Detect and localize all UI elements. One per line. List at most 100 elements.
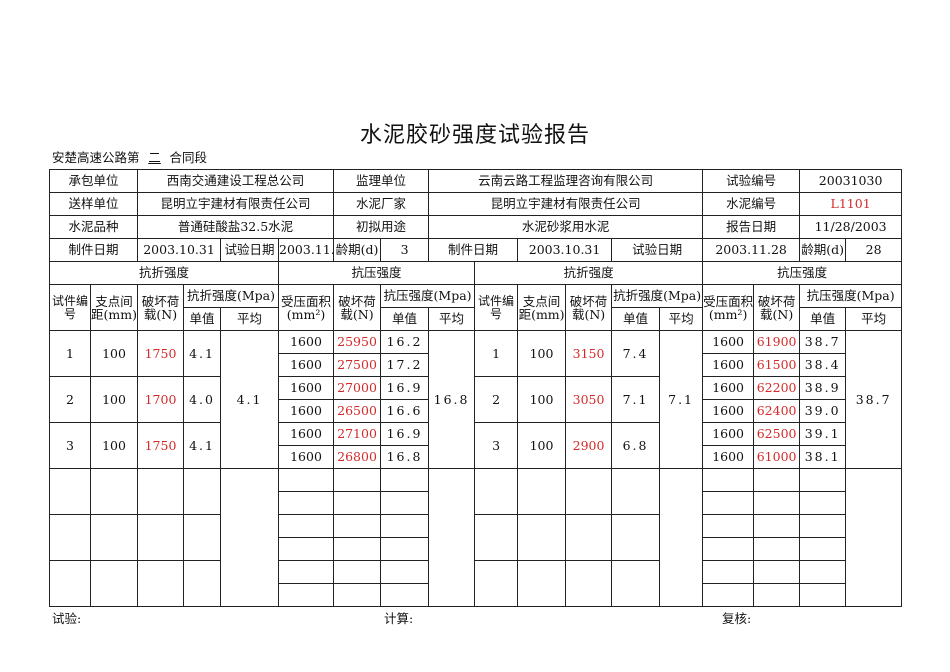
right-empty-cell bbox=[517, 514, 567, 561]
left-empty-cell bbox=[137, 468, 185, 515]
right-comp-average: 38.7 bbox=[845, 330, 903, 469]
left-empty-cell bbox=[49, 560, 91, 607]
data-row: 1600 27500 17.2 1600 61500 38.4 bbox=[50, 353, 902, 377]
left-span: 100 bbox=[89, 330, 139, 377]
right-make-date-label: 制件日期 bbox=[428, 238, 519, 262]
manufacturer-label: 水泥厂家 bbox=[333, 192, 430, 216]
left-comp-load: 27500 bbox=[333, 353, 382, 377]
test-no-value: 20031030 bbox=[799, 169, 903, 193]
left-empty-cell bbox=[183, 468, 222, 515]
right-comp-load: 61900 bbox=[753, 330, 801, 354]
right-empty-cell bbox=[611, 468, 661, 515]
left-empty-cell bbox=[380, 491, 430, 515]
left-flexural-header: 抗折强度 bbox=[48, 261, 280, 285]
info-row: 送样单位 昆明立宇建材有限责任公司 水泥厂家 昆明立宇建材有限责任公司 水泥编号… bbox=[48, 192, 903, 216]
left-empty-cell bbox=[49, 468, 91, 515]
sender-value: 昆明立宇建材有限责任公司 bbox=[137, 192, 335, 216]
right-flex-average: 7.1 bbox=[659, 330, 704, 469]
right-empty-cell bbox=[474, 514, 519, 561]
contract-section: 安楚高速公路第二合同段 bbox=[52, 147, 207, 166]
span-header: 支点间距(mm) bbox=[517, 284, 567, 331]
right-failure-load: 2900 bbox=[565, 422, 613, 469]
comp-strength-header: 抗压强度(Mpa) bbox=[799, 284, 903, 308]
tester-label: 试验: bbox=[52, 611, 82, 626]
left-comp-area: 1600 bbox=[278, 330, 335, 354]
section-prefix: 安楚高速公路第 bbox=[52, 150, 140, 165]
section-suffix: 合同段 bbox=[169, 150, 208, 165]
empty-row bbox=[50, 491, 902, 515]
left-empty-cell bbox=[89, 514, 139, 561]
left-empty-cell bbox=[278, 583, 335, 607]
single-header: 单值 bbox=[183, 307, 222, 331]
right-empty-cell bbox=[517, 468, 567, 515]
right-comp-area: 1600 bbox=[702, 376, 755, 400]
right-empty-cell bbox=[565, 468, 613, 515]
left-flex-value: 4.1 bbox=[183, 422, 222, 469]
sender-label: 送样单位 bbox=[48, 192, 139, 216]
right-comp-load: 62500 bbox=[753, 422, 801, 446]
left-flex-value: 4.1 bbox=[183, 330, 222, 377]
left-comp-value: 16.2 bbox=[380, 330, 430, 354]
left-comp-value: 16.8 bbox=[380, 445, 430, 469]
supervisor-label: 监理单位 bbox=[333, 169, 430, 193]
left-empty-cell bbox=[380, 560, 430, 584]
right-empty-cell bbox=[753, 583, 801, 607]
left-empty-cell bbox=[89, 468, 139, 515]
right-comp-load: 62400 bbox=[753, 399, 801, 423]
single-header: 单值 bbox=[380, 307, 430, 331]
left-empty-cell bbox=[278, 560, 335, 584]
cement-no-label: 水泥编号 bbox=[702, 192, 801, 216]
cement-no-value: L1101 bbox=[799, 192, 903, 216]
span-header: 支点间距(mm) bbox=[89, 284, 139, 331]
right-comp-load: 61000 bbox=[753, 445, 801, 469]
left-comp-area: 1600 bbox=[278, 445, 335, 469]
right-comp-value: 39.0 bbox=[799, 399, 847, 423]
data-row: 1600 26800 16.8 1600 61000 38.1 bbox=[50, 445, 902, 469]
supervisor-value: 云南云路工程监理咨询有限公司 bbox=[428, 169, 704, 193]
dates-row: 制件日期 2003.10.31 试验日期 2003.11.3 龄期(d) 3 制… bbox=[48, 238, 903, 262]
left-empty-cell bbox=[220, 468, 280, 607]
average-header: 平均 bbox=[428, 307, 476, 331]
section-number: 二 bbox=[148, 150, 161, 165]
right-empty-cell bbox=[753, 514, 801, 538]
average-header: 平均 bbox=[659, 307, 704, 331]
right-empty-cell bbox=[799, 468, 847, 492]
right-comp-area: 1600 bbox=[702, 422, 755, 446]
left-comp-load: 25950 bbox=[333, 330, 382, 354]
right-empty-cell bbox=[565, 560, 613, 607]
left-span: 100 bbox=[89, 376, 139, 423]
right-span: 100 bbox=[517, 330, 567, 377]
right-specimen-no: 3 bbox=[474, 422, 519, 469]
right-comp-load: 62200 bbox=[753, 376, 801, 400]
left-empty-cell bbox=[333, 468, 382, 492]
right-span: 100 bbox=[517, 422, 567, 469]
right-empty-cell bbox=[799, 537, 847, 561]
right-span: 100 bbox=[517, 376, 567, 423]
right-empty-cell bbox=[474, 468, 519, 515]
right-empty-cell bbox=[611, 560, 661, 607]
left-empty-cell bbox=[137, 560, 185, 607]
failure-load-header: 破坏荷载(N) bbox=[565, 284, 613, 331]
left-specimen-no: 3 bbox=[49, 422, 91, 469]
contractor-label: 承包单位 bbox=[48, 169, 139, 193]
left-empty-cell bbox=[183, 560, 222, 607]
left-empty-cell bbox=[380, 514, 430, 538]
left-empty-cell bbox=[333, 583, 382, 607]
column-subheader-row: 单值 平均 单值 平均 单值 平均 单值 平均 bbox=[50, 307, 903, 331]
info-row: 承包单位 西南交通建设工程总公司 监理单位 云南云路工程监理咨询有限公司 试验编… bbox=[48, 169, 903, 193]
right-empty-cell bbox=[611, 514, 661, 561]
test-no-label: 试验编号 bbox=[702, 169, 801, 193]
flex-strength-header: 抗折强度(Mpa) bbox=[183, 284, 280, 308]
left-comp-load: 27000 bbox=[333, 376, 382, 400]
info-row: 水泥品种 普通硅酸盐32.5水泥 初拟用途 水泥砂浆用水泥 报告日期 11/28… bbox=[48, 215, 903, 239]
right-empty-cell bbox=[702, 468, 755, 492]
right-comp-value: 38.1 bbox=[799, 445, 847, 469]
left-specimen-no: 2 bbox=[49, 376, 91, 423]
right-empty-cell bbox=[517, 560, 567, 607]
left-empty-cell bbox=[278, 537, 335, 561]
specimen-no-header: 试件编号 bbox=[49, 284, 91, 331]
right-comp-value: 39.1 bbox=[799, 422, 847, 446]
right-empty-cell bbox=[702, 560, 755, 584]
right-empty-cell bbox=[565, 514, 613, 561]
data-row: 3 100 1750 4.1 1600 27100 16.9 3 100 2900 6.8 1600 6… bbox=[49, 422, 902, 469]
